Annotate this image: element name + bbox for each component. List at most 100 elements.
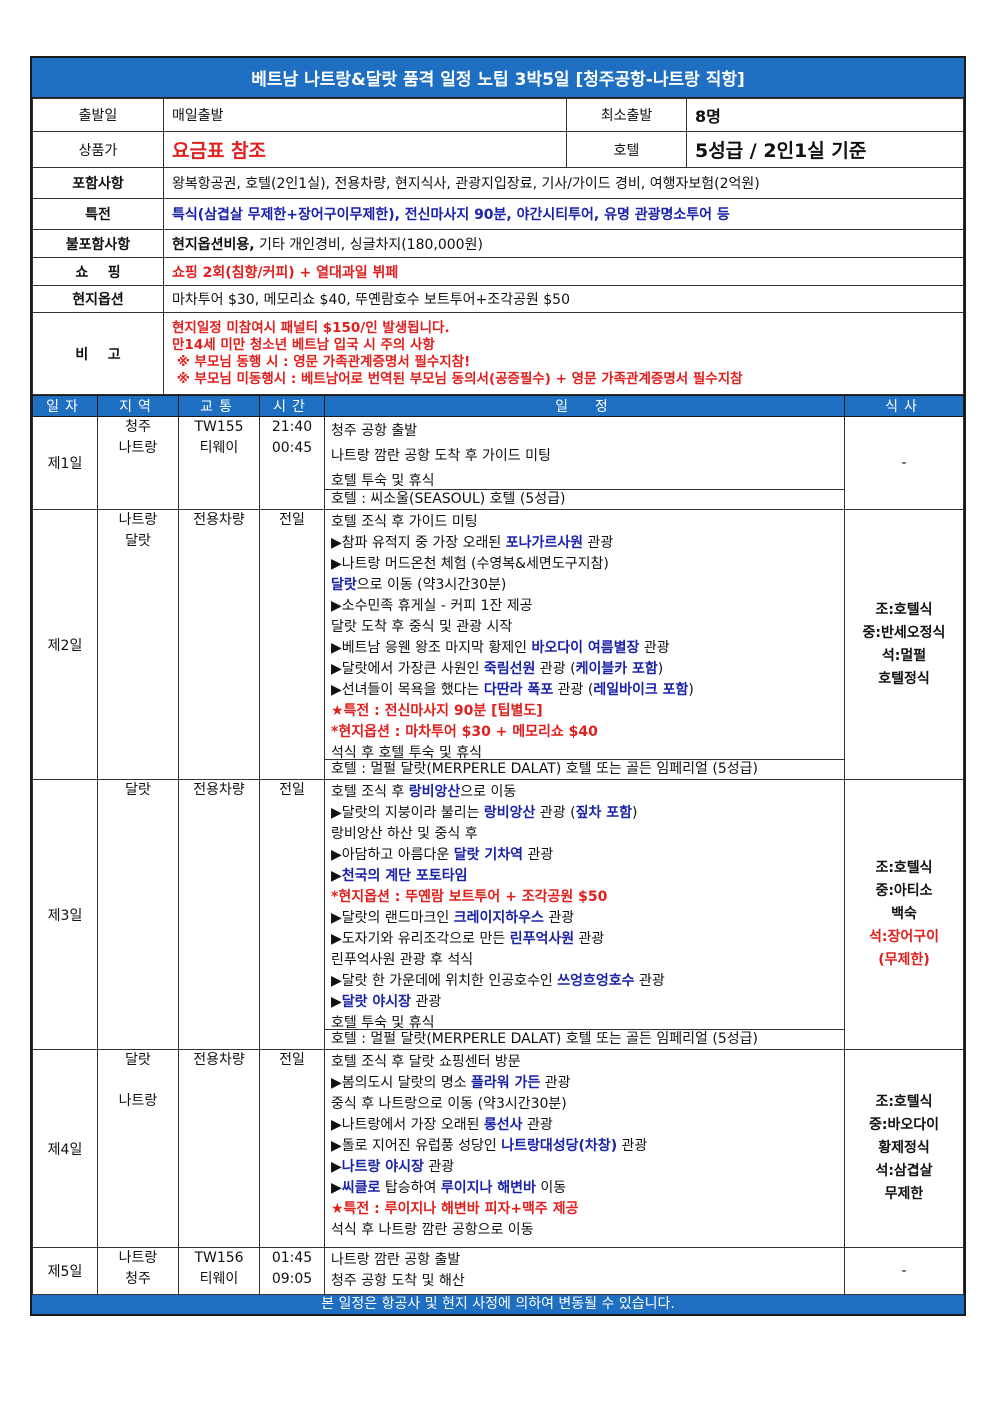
time-cell: 전일: [259, 1049, 325, 1248]
time-cell: 01:45 09:05: [259, 1247, 325, 1295]
schedule-text: 관광 (: [535, 661, 576, 677]
schedule-line: ▶돌로 지어진 유럽풍 성당인 나트랑대성당(차창) 관광: [331, 1136, 838, 1157]
day-row: 제1일 청주 나트랑 TW155 티웨이 21:40 00:45 청주 공항 출발 나트랑 깜란…: [32, 416, 964, 510]
transport-cell: 전용차량: [178, 779, 260, 1050]
schedule-line: ▶달랏의 지붕이라 불리는 랑비앙산 관광 (짚차 포함): [331, 803, 838, 824]
schedule-line: ▶달랏 야시장 관광: [331, 992, 838, 1013]
schedule-line: 린푸억사원 관광 후 석식: [331, 950, 838, 971]
highlight-place: 죽림선원: [483, 661, 536, 677]
hotel-label: 호텔: [566, 131, 687, 168]
meals-cell: 조:호텔식 중:반세오정식 석:멀펄 호텔정식: [844, 509, 964, 780]
day-label: 제5일: [32, 1247, 98, 1295]
note-value: 현지일정 미참여시 패널티 $150/인 발생됩니다. 만14세 미만 청소년 …: [163, 312, 964, 395]
hotel-info: 호텔 : 씨소울(SEASOUL) 호텔 (5성급): [325, 489, 844, 509]
highlight-place: 포나가르사원: [505, 535, 583, 551]
schedule-text: 청주 공항 출발: [331, 423, 418, 439]
time-text: 전일: [279, 512, 305, 528]
schedule-line: 나트랑 깜란 공항 도착 후 가이드 미팅: [331, 444, 838, 469]
excluded-bold: 현지옵션비용,: [172, 236, 255, 253]
schedule-line: ▶참파 유적지 중 가장 오래된 포나가르사원 관광: [331, 533, 838, 554]
schedule-text: ▶봄의도시 달랏의 명소: [331, 1075, 472, 1091]
highlight-place: 린푸억사원: [509, 931, 575, 947]
schedule-text: 호텔 투숙 및 휴식: [331, 1015, 435, 1031]
schedule-text: ▶돌로 지어진 유럽풍 성당인: [331, 1138, 502, 1154]
schedule-text: 린푸억사원 관광 후 석식: [331, 952, 474, 968]
meal-item: 조:호텔식: [875, 860, 933, 876]
schedule-cell: 호텔 조식 후 랑비앙산으로 이동 ▶달랏의 지붕이라 불리는 랑비앙산 관광 (…: [324, 779, 845, 1050]
day-label: 제3일: [32, 779, 98, 1050]
schedule-line: 호텔 투숙 및 휴식: [331, 469, 838, 494]
transport-text: 전용차량: [193, 1052, 245, 1068]
note-label: 비 고: [32, 312, 164, 395]
departure-label: 출발일: [32, 98, 164, 132]
day-row: 제4일 달랏 나트랑 전용차량 전일 호텔 조식 후 달랏 쇼핑센터 방문 ▶봄의도시 달랏…: [32, 1049, 964, 1248]
col-date: 일자: [32, 395, 98, 417]
schedule-text: ): [657, 661, 664, 677]
schedule-text: 으로 이동: [460, 784, 517, 800]
schedule-text: ▶달랏 한 가운데에 위치한 인공호수인: [331, 973, 558, 989]
price-value: 요금표 참조: [163, 131, 567, 168]
schedule-text: ▶선녀들이 목욕을 했다는: [331, 682, 484, 698]
footer-notice: 본 일정은 항공사 및 현지 사정에 의하여 변동될 수 있습니다.: [32, 1295, 964, 1314]
meal-item: 무제한: [884, 1186, 924, 1202]
schedule-text: ▶: [331, 994, 342, 1010]
schedule-text: 나트랑 깜란 공항 도착 후 가이드 미팅: [331, 448, 551, 464]
schedule-text: 관광: [639, 640, 670, 656]
time-text: 21:40: [271, 419, 313, 435]
spacer: [98, 1071, 178, 1091]
highlight-place: 나트랑대성당(차창): [501, 1138, 618, 1154]
region-text: 나트랑: [118, 1250, 158, 1266]
hotel-value: 5성급 / 2인1실 기준: [686, 131, 964, 168]
price-label: 상품가: [32, 131, 164, 168]
meals-cell: 조:호텔식 중:바오다이 황제정식 석:삼겹살 무제한: [844, 1049, 964, 1248]
schedule-text: ▶: [331, 1180, 342, 1196]
schedule-line: *현지옵션 : 마차투어 $30 + 메모리쇼 $40: [331, 722, 838, 743]
hotel-info: 호텔 : 멀펄 달랏(MERPERLE DALAT) 호텔 또는 골든 임페리얼…: [325, 1029, 844, 1049]
day-row: 제3일 달랏 전용차량 전일 호텔 조식 후 랑비앙산으로 이동 ▶달랏의 지붕이라 불리…: [32, 779, 964, 1050]
schedule-lines: 호텔 조식 후 랑비앙산으로 이동 ▶달랏의 지붕이라 불리는 랑비앙산 관광 (…: [325, 780, 844, 1036]
transport-text: TW156: [194, 1250, 244, 1266]
schedule-line: 나트랑 깜란 공항 출발: [331, 1250, 838, 1271]
transport-cell: 전용차량: [178, 509, 260, 780]
day-row: 제5일 나트랑 청주 TW156 티웨이 01:45 09:05 나트랑 깜란 공항 출발 청주…: [32, 1247, 964, 1295]
col-region: 지역: [97, 395, 179, 417]
region-cell: 달랏: [97, 779, 179, 1050]
day-label: 제4일: [32, 1049, 98, 1248]
schedule-line: 달랏 도착 후 중식 및 관광 시작: [331, 617, 838, 638]
day-label: 제1일: [32, 416, 98, 510]
schedule-text: 관광: [523, 847, 554, 863]
schedule-table: 일자 지역 교통 시간 일 정 식사 제1일 청주 나트랑 TW155 티웨이 21:40…: [32, 395, 964, 1295]
schedule-text: ▶소수민족 휴게실 - 커피 1잔 제공: [331, 598, 533, 614]
highlight-place: 천국의 계단 포토타임: [341, 868, 468, 884]
schedule-text: 관광: [423, 1159, 455, 1175]
highlight-place: 크레이지하우스: [453, 910, 544, 926]
meal-item: 황제정식: [878, 1140, 930, 1156]
meals-cell: -: [844, 1247, 964, 1295]
schedule-line: ▶달랏 한 가운데에 위치한 인공호수인 쓰엉흐엉호수 관광: [331, 971, 838, 992]
info-table: 출발일 매일출발 최소출발 8명 상품가 요금표 참조 호텔 5성급 / 2인1…: [32, 98, 964, 395]
min-departure-value: 8명: [686, 98, 964, 132]
schedule-line: ▶아담하고 아름다운 달랏 기차역 관광: [331, 845, 838, 866]
schedule-cell: 호텔 조식 후 가이드 미팅 ▶참파 유적지 중 가장 오래된 포나가르사원 관광…: [324, 509, 845, 780]
transport-cell: 전용차량: [178, 1049, 260, 1248]
schedule-text: 석식 후 호텔 투숙 및 휴식: [331, 745, 483, 761]
schedule-text: ▶달랏의 랜드마크인: [331, 910, 454, 926]
schedule-text: ▶: [331, 1159, 342, 1175]
schedule-line: ▶도자기와 유리조각으로 만든 린푸억사원 관광: [331, 929, 838, 950]
schedule-line: ▶달랏의 랜드마크인 크레이지하우스 관광: [331, 908, 838, 929]
highlight-place: 씨클로: [341, 1180, 381, 1196]
highlight-special: ★특전 : 전신마사지 90분 [팁별도]: [331, 703, 543, 719]
schedule-line: ▶나트랑에서 가장 오래된 롱선사 관광: [331, 1115, 838, 1136]
schedule-line: ★특전 : 전신마사지 90분 [팁별도]: [331, 701, 838, 722]
schedule-text: ▶나트랑에서 가장 오래된: [331, 1117, 484, 1133]
region-text: 나트랑: [118, 512, 158, 528]
schedule-line: ▶천국의 계단 포토타임: [331, 866, 838, 887]
options-label: 현지옵션: [32, 285, 164, 313]
benefit-value: 특식(삼겹살 무제한+장어구이무제한), 전신마사지 90분, 야간시티투어, …: [163, 198, 964, 230]
schedule-line: 달랏으로 이동 (약3시간30분): [331, 575, 838, 596]
schedule-text: 청주 공항 도착 및 해산: [331, 1273, 465, 1289]
schedule-text: 탑승하여: [380, 1180, 441, 1196]
